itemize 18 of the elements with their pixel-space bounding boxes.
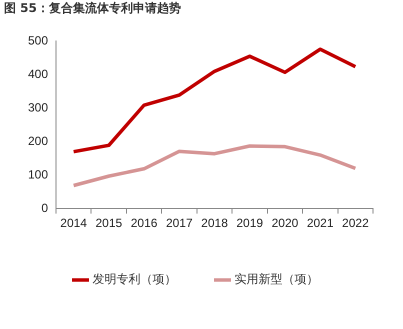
y-tick-label: 300 (28, 100, 48, 114)
y-tick-label: 0 (41, 200, 48, 215)
x-tick-label: 2016 (130, 216, 158, 230)
x-tick-label: 2014 (60, 216, 88, 230)
x-tick-label: 2021 (306, 216, 334, 230)
y-tick-label: 100 (28, 167, 48, 182)
x-tick-label: 2019 (236, 216, 264, 230)
x-tick-label: 2015 (96, 216, 123, 230)
x-tick-label: 2018 (201, 216, 228, 230)
y-tick-label: 500 (28, 34, 48, 48)
legend-label: 实用新型（项） (234, 272, 318, 286)
chart-title: 图 55：复合集流体专利申请趋势 (4, 0, 181, 17)
legend-label: 发明专利（项） (92, 272, 176, 286)
x-tick-label: 2020 (272, 216, 299, 230)
x-tick-label: 2022 (342, 216, 370, 230)
y-tick-label: 400 (28, 66, 48, 81)
x-tick-label: 2017 (166, 216, 193, 230)
y-tick-label: 200 (28, 134, 48, 148)
